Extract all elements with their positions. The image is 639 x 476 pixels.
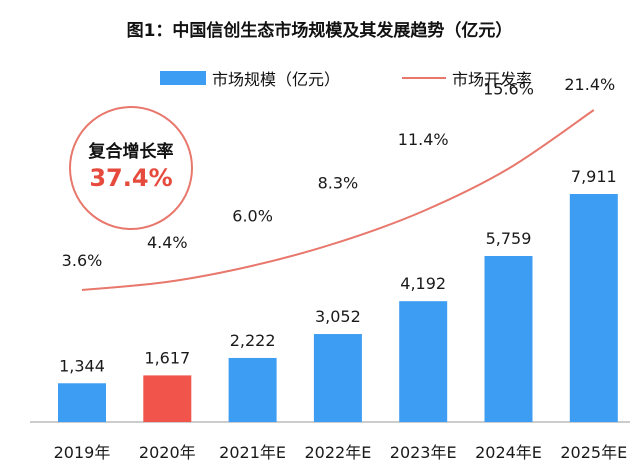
legend-swatch-line <box>402 77 446 79</box>
bar-value-label-6: 7,911 <box>571 167 617 186</box>
bar-value-label-5: 5,759 <box>486 229 532 248</box>
legend-item-bar: 市场规模（亿元） <box>160 66 340 90</box>
bar-6 <box>569 194 618 422</box>
chart-title: 图1：中国信创生态市场规模及其发展趋势（亿元） <box>126 21 513 41</box>
legend-item-line: 市场开发率 <box>402 66 532 90</box>
bar-value-label-3: 3,052 <box>315 307 361 326</box>
bar-value-label-2: 2,222 <box>230 331 276 350</box>
line-value-label-6: 21.4% <box>564 75 615 94</box>
bar-4 <box>399 301 448 422</box>
cagr-label: 复合增长率 <box>88 142 174 163</box>
x-tick-label-0: 2019年 <box>54 443 111 462</box>
cagr-value: 37.4% <box>89 164 173 193</box>
x-tick-label-4: 2023年E <box>390 443 457 462</box>
bar-value-label-1: 1,617 <box>144 348 190 367</box>
bar-value-label-0: 1,344 <box>59 356 105 375</box>
bar-3 <box>313 334 362 422</box>
x-tick-label-1: 2020年 <box>139 443 196 462</box>
cagr-annotation: 复合增长率 37.4% <box>69 106 193 230</box>
bar-5 <box>484 256 533 422</box>
line-value-label-3: 8.3% <box>318 173 359 192</box>
x-tick-label-2: 2021年E <box>219 443 286 462</box>
bar-0 <box>58 383 106 422</box>
x-tick-label-6: 2025年E <box>560 443 627 462</box>
x-tick-label-5: 2024年E <box>475 443 542 462</box>
bar-2 <box>228 357 277 422</box>
line-value-label-4: 11.4% <box>398 130 449 149</box>
x-tick-label-3: 2022年E <box>304 443 371 462</box>
bar-1 <box>143 375 192 422</box>
line-series-market-dev-rate <box>81 109 595 291</box>
line-value-label-0: 3.6% <box>62 251 103 270</box>
line-value-label-5: 15.6% <box>483 80 534 99</box>
legend-label-line: 市场开发率 <box>452 70 533 89</box>
legend-label-bar: 市场规模（亿元） <box>212 70 341 89</box>
line-value-label-1: 4.4% <box>147 233 188 252</box>
bar-value-label-4: 4,192 <box>400 274 446 293</box>
legend-swatch-bar <box>160 71 206 85</box>
chart-legend: 市场规模（亿元） 市场开发率 <box>0 66 639 90</box>
line-value-label-2: 6.0% <box>232 207 273 226</box>
